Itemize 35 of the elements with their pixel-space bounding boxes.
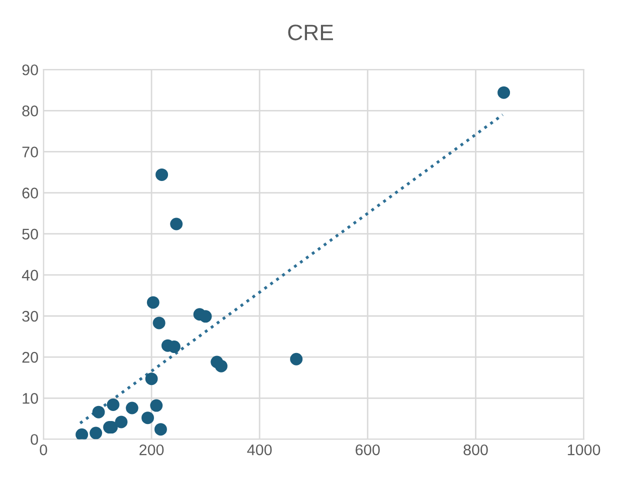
point xyxy=(145,372,158,386)
y-tick-label: 20 xyxy=(22,352,38,363)
y-tick-label: 90 xyxy=(22,64,38,76)
point xyxy=(146,296,160,309)
point xyxy=(90,426,102,440)
y-tick-label: 40 xyxy=(22,270,38,281)
point xyxy=(154,423,167,436)
point xyxy=(199,310,212,323)
point xyxy=(290,352,303,366)
y-tick-label: 10 xyxy=(22,393,38,404)
point xyxy=(170,218,183,230)
point xyxy=(106,398,120,411)
y-tick-label: 60 xyxy=(22,188,38,198)
point xyxy=(152,316,166,330)
point xyxy=(76,428,88,440)
chart-title: CRE xyxy=(288,24,334,40)
y-tick-label: 0 xyxy=(30,434,38,445)
y-tick-label: 80 xyxy=(22,106,38,116)
x-tick-label: 0 xyxy=(40,444,48,456)
y-tick-label: 30 xyxy=(22,310,38,322)
y-tick-label: 50 xyxy=(22,228,38,240)
point xyxy=(498,86,510,99)
point xyxy=(92,406,105,418)
point xyxy=(115,416,128,428)
x-tick-label: 800 xyxy=(464,444,488,456)
x-tick-label: 200 xyxy=(140,444,164,456)
x-tick-label: 1000 xyxy=(568,444,600,456)
y-tick-label: 70 xyxy=(22,146,38,158)
point xyxy=(150,399,163,412)
point xyxy=(214,360,228,372)
x-tick-label: 400 xyxy=(247,444,272,456)
x-tick-label: 600 xyxy=(356,444,380,456)
point xyxy=(126,402,138,414)
point xyxy=(156,168,168,181)
point xyxy=(141,412,154,424)
